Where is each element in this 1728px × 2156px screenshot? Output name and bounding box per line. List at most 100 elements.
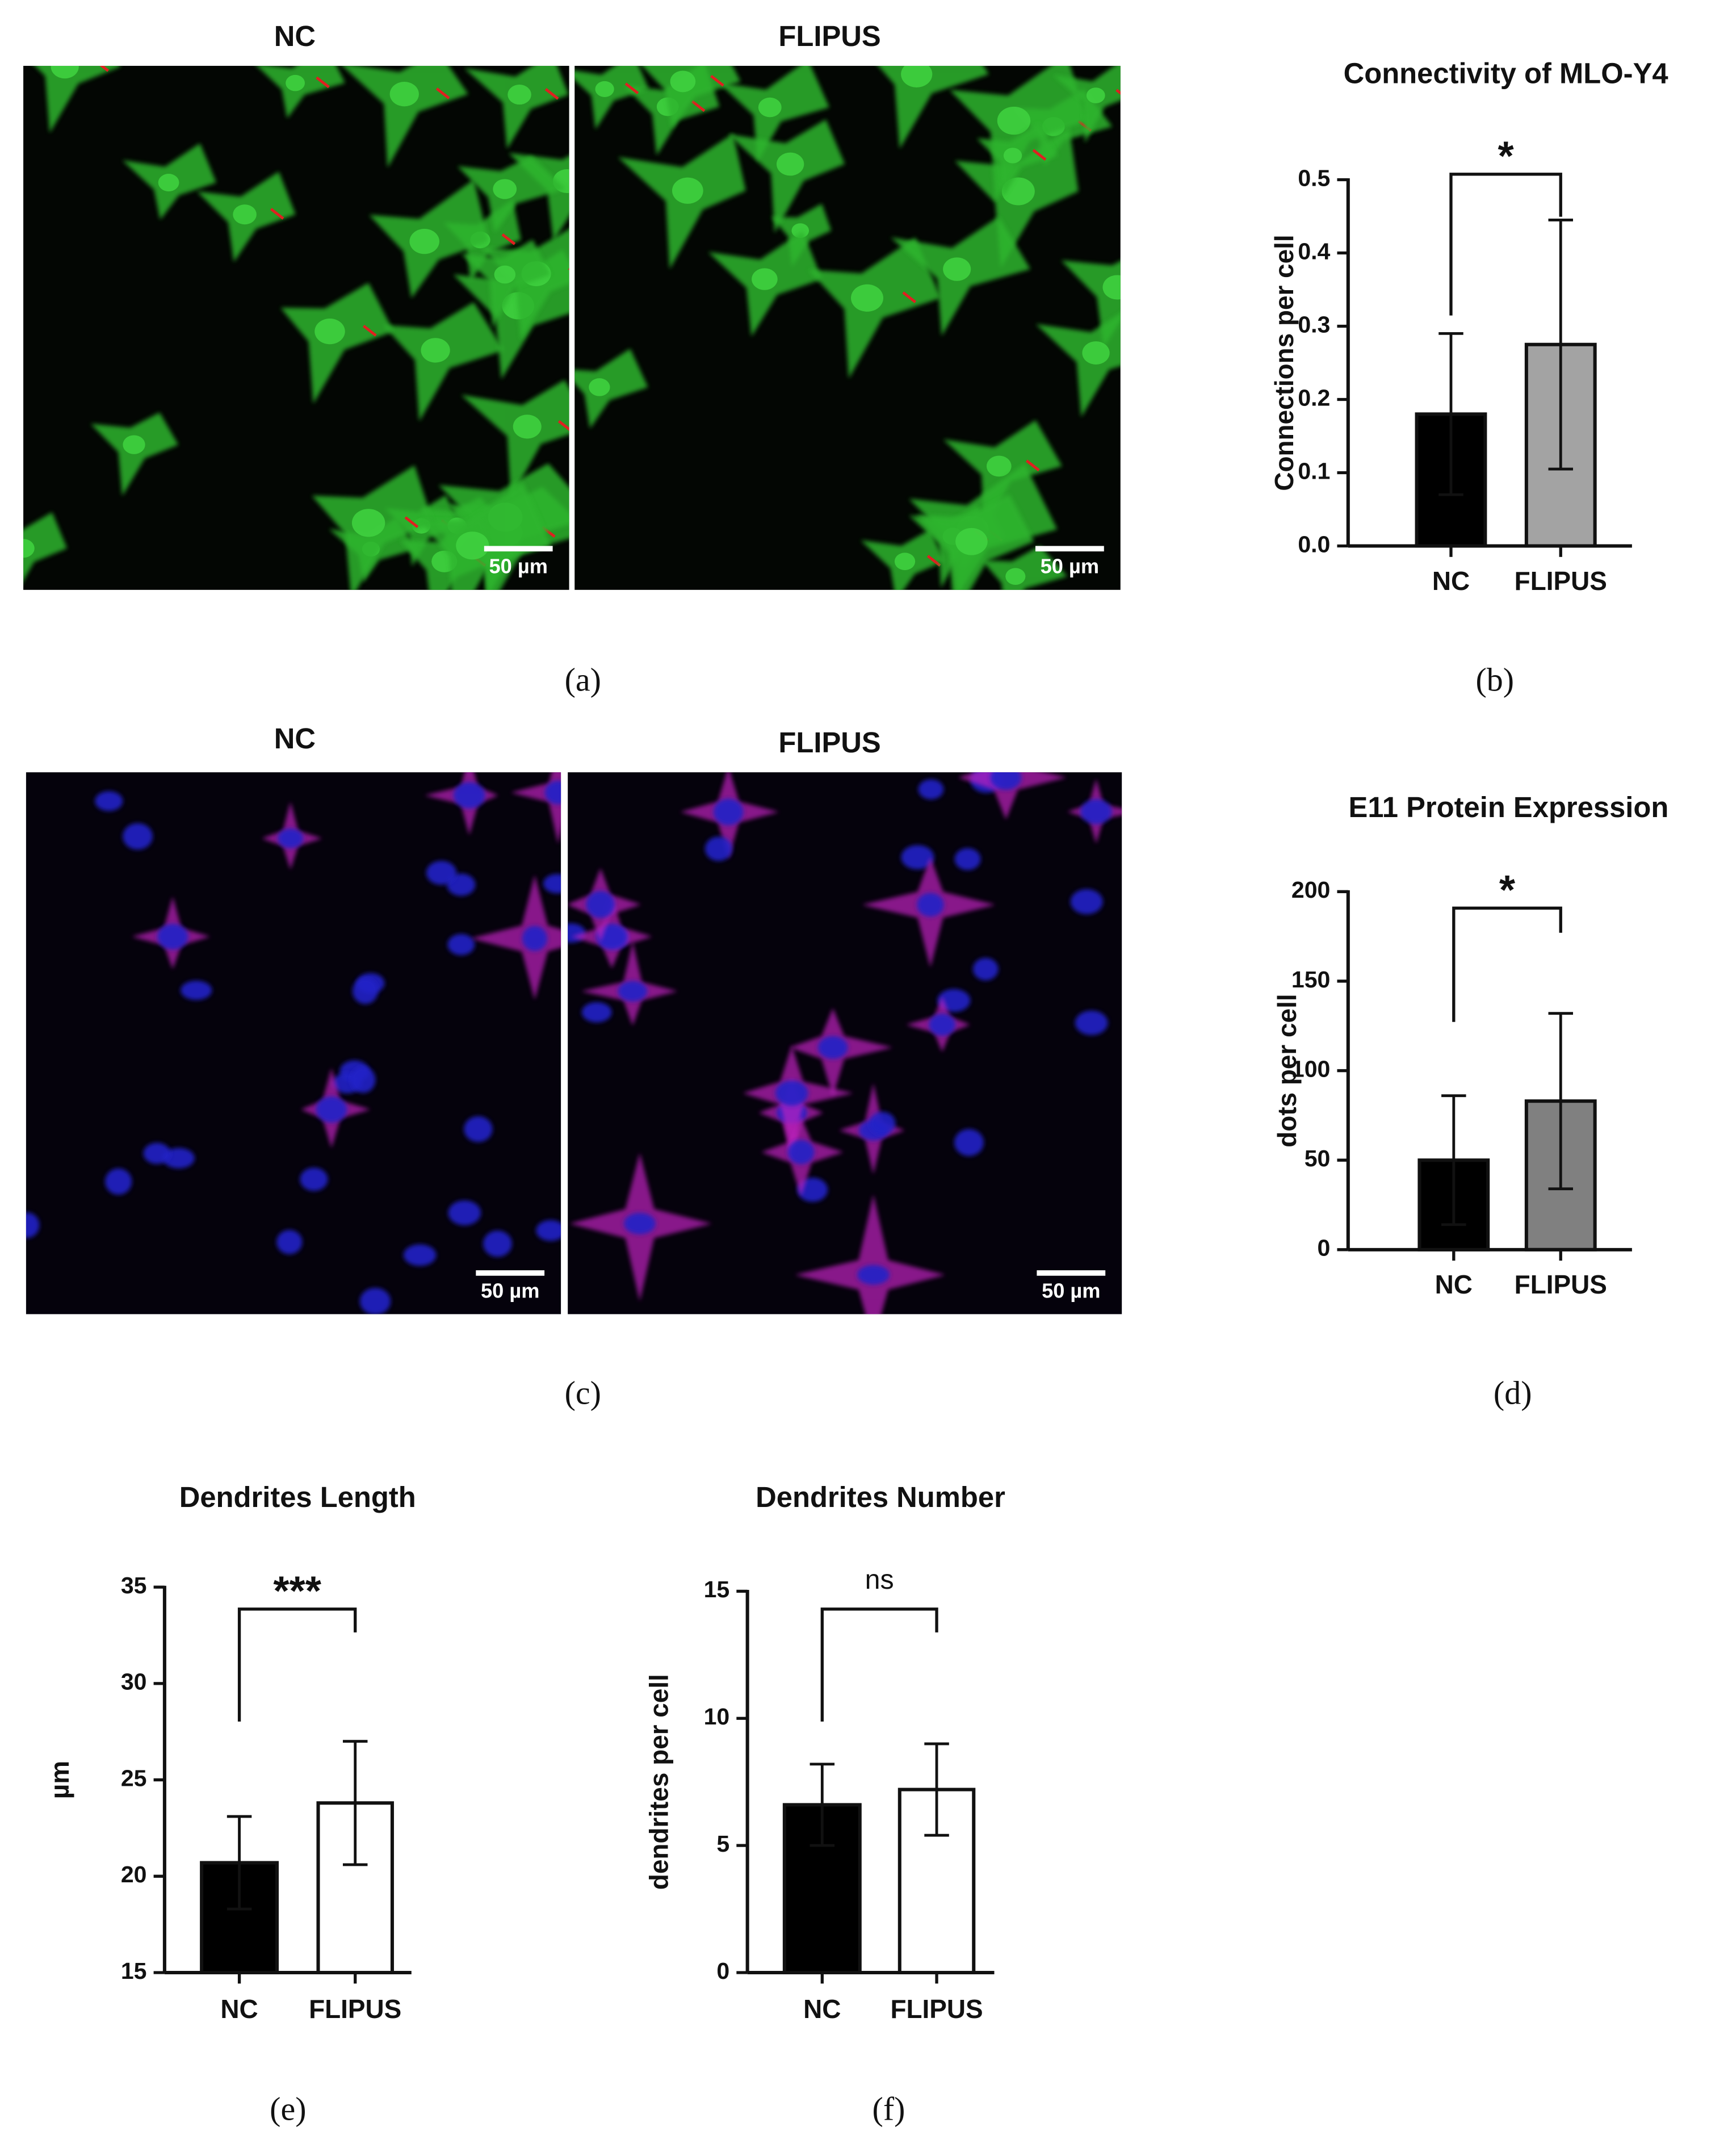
connection-mark <box>435 87 450 99</box>
cell <box>508 153 569 241</box>
cell <box>23 512 68 581</box>
nucleus <box>791 223 810 238</box>
cell <box>795 1194 946 1314</box>
nucleus <box>300 1167 328 1191</box>
nucleus <box>448 1200 481 1225</box>
chart-title: Connectivity of MLO-Y4 <box>1344 57 1668 89</box>
nucleus <box>105 1168 132 1195</box>
nucleus <box>351 509 385 537</box>
y-tick-label: 0.4 <box>1298 238 1330 264</box>
image-title: FLIPUS <box>778 726 880 759</box>
nucleus <box>1102 275 1121 300</box>
nucleus <box>233 204 257 225</box>
y-tick-label: 35 <box>121 1572 147 1598</box>
significance-bracket <box>1449 173 1562 316</box>
y-tick-label: 10 <box>704 1703 730 1730</box>
significance-label: ns <box>865 1564 894 1595</box>
nucleus <box>536 1220 561 1241</box>
cell <box>574 349 648 429</box>
y-axis-label: Connections per cell <box>1269 235 1299 491</box>
connection-mark <box>1126 348 1139 357</box>
nucleus <box>359 1288 391 1314</box>
connection-mark <box>926 555 941 567</box>
cell <box>461 379 569 499</box>
nucleus <box>51 65 79 79</box>
nucleus <box>1082 341 1110 365</box>
image-title: FLIPUS <box>778 20 880 52</box>
nucleus <box>162 1148 195 1169</box>
error-bar <box>1438 332 1463 496</box>
nucleus <box>955 528 988 555</box>
connection-mark <box>362 325 377 337</box>
nucleus <box>752 268 778 290</box>
nucleus <box>618 981 648 1002</box>
nucleus <box>758 97 782 118</box>
error-bar <box>1548 1012 1573 1191</box>
y-tick-label: 0.2 <box>1298 384 1330 411</box>
x-tick-label: NC <box>1435 1270 1473 1299</box>
nucleus <box>26 1212 40 1238</box>
nucleus <box>713 798 744 826</box>
nucleus <box>851 284 883 312</box>
connection-mark <box>902 291 917 303</box>
nucleus <box>1003 148 1022 164</box>
nucleus <box>1080 799 1112 824</box>
y-tick-label: 25 <box>121 1765 147 1791</box>
nucleus <box>143 1142 171 1165</box>
cell <box>342 65 468 168</box>
connection-mark <box>557 420 569 431</box>
nucleus <box>508 85 531 105</box>
y-tick-label: 30 <box>121 1669 147 1695</box>
nucleus <box>1075 1010 1108 1036</box>
significance-label: *** <box>273 1568 321 1614</box>
connection-mark <box>1032 149 1047 161</box>
connection-mark <box>316 76 330 89</box>
connection-mark <box>624 82 639 95</box>
cell <box>280 283 394 404</box>
cells <box>23 65 569 590</box>
image-title: NC <box>274 20 316 52</box>
panel-label: (c) <box>565 1375 601 1412</box>
scale-bar-label: 50 µm <box>1041 555 1099 578</box>
nucleus <box>986 455 1012 477</box>
y-tick-label: 100 <box>1291 1056 1331 1082</box>
nucleus <box>918 779 944 799</box>
nucleus <box>589 378 610 396</box>
y-tick-label: 0.1 <box>1298 458 1330 484</box>
nucleus <box>672 177 703 204</box>
cells <box>26 772 561 1314</box>
panel-label: (e) <box>270 2091 306 2128</box>
x-tick-label: FLIPUS <box>309 1994 401 2024</box>
cell <box>878 65 989 149</box>
nucleus <box>1070 889 1103 915</box>
nucleus <box>389 82 419 107</box>
nucleus <box>286 74 305 91</box>
x-tick-label: NC <box>220 1994 258 2024</box>
y-axis-label: µm <box>45 1761 74 1799</box>
x-tick-label: FLIPUS <box>890 1994 983 2024</box>
connection-mark <box>404 516 419 529</box>
image-title: NC <box>274 722 316 755</box>
cell <box>35 65 120 133</box>
nucleus <box>775 1080 808 1106</box>
significance-bracket <box>237 1607 357 1722</box>
nucleus <box>869 1111 896 1135</box>
nucleus <box>543 874 561 894</box>
nucleus <box>353 978 378 1004</box>
nucleus <box>704 836 732 861</box>
nucleus <box>990 772 1022 790</box>
nucleus <box>954 848 981 870</box>
y-tick-label: 0.5 <box>1298 165 1330 191</box>
panel-label: (a) <box>565 661 601 698</box>
cell <box>471 874 561 1000</box>
nucleus <box>581 1002 612 1023</box>
y-tick-label: 5 <box>716 1831 729 1857</box>
nucleus <box>817 1036 848 1059</box>
y-tick-label: 150 <box>1291 966 1331 993</box>
nucleus <box>595 81 614 97</box>
y-tick-label: 0 <box>716 1958 729 1984</box>
nucleus <box>456 531 489 560</box>
nucleus <box>123 823 153 850</box>
panel-label: (b) <box>1475 661 1514 698</box>
connection-mark <box>1115 89 1121 95</box>
